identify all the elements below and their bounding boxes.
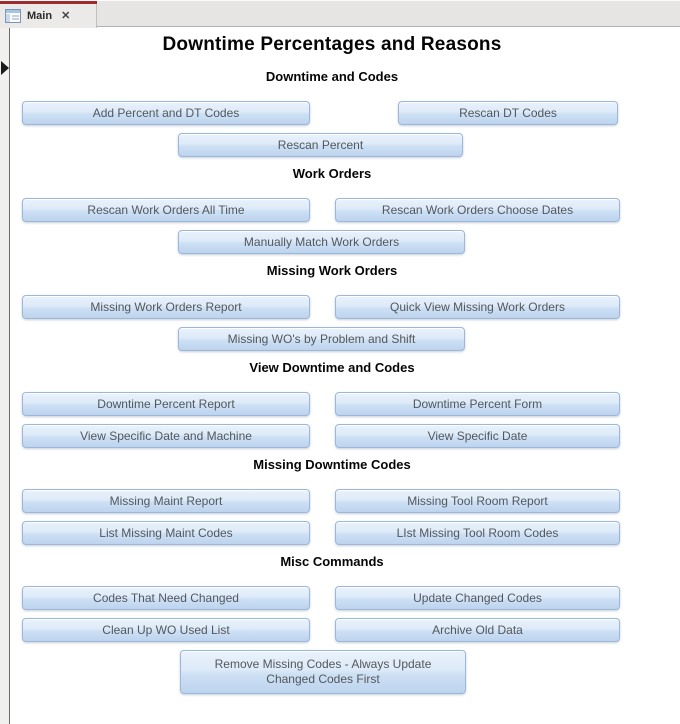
- section-header-missing-work-orders: Missing Work Orders: [266, 263, 398, 278]
- quick-view-missing-work-orders-button[interactable]: Quick View Missing Work Orders: [335, 295, 620, 319]
- rescan-work-orders-all-time-button[interactable]: Rescan Work Orders All Time: [22, 198, 310, 222]
- record-selector-bar[interactable]: [0, 28, 10, 724]
- view-specific-date-and-machine-button[interactable]: View Specific Date and Machine: [22, 424, 310, 448]
- rescan-dt-codes-button[interactable]: Rescan DT Codes: [398, 101, 618, 125]
- section-header-work-orders: Work Orders: [292, 166, 372, 181]
- document-tab-bar: Main ✕: [0, 0, 680, 28]
- list-missing-maint-codes-button[interactable]: List Missing Maint Codes: [22, 521, 310, 545]
- page-title: Downtime Percentages and Reasons: [162, 34, 502, 55]
- rescan-percent-button[interactable]: Rescan Percent: [178, 133, 463, 157]
- section-header-view-downtime-and-codes: View Downtime and Codes: [249, 360, 415, 375]
- active-tab-accent-line: [0, 1, 97, 4]
- clean-up-wo-used-list-button[interactable]: Clean Up WO Used List: [22, 618, 310, 642]
- update-changed-codes-button[interactable]: Update Changed Codes: [335, 586, 620, 610]
- missing-tool-room-report-button[interactable]: Missing Tool Room Report: [335, 489, 620, 513]
- downtime-percent-report-button[interactable]: Downtime Percent Report: [22, 392, 310, 416]
- section-header-downtime-and-codes: Downtime and Codes: [265, 69, 399, 84]
- list-missing-tool-room-codes-button[interactable]: LIst Missing Tool Room Codes: [335, 521, 620, 545]
- manually-match-work-orders-button[interactable]: Manually Match Work Orders: [178, 230, 465, 254]
- downtime-percent-form-button[interactable]: Downtime Percent Form: [335, 392, 620, 416]
- form-icon: [5, 9, 21, 23]
- tab-close-icon[interactable]: ✕: [61, 9, 71, 22]
- rescan-work-orders-choose-dates-button[interactable]: Rescan Work Orders Choose Dates: [335, 198, 620, 222]
- view-specific-date-button[interactable]: View Specific Date: [335, 424, 620, 448]
- tab-main-label: Main: [27, 10, 53, 22]
- archive-old-data-button[interactable]: Archive Old Data: [335, 618, 620, 642]
- missing-wos-by-problem-and-shift-button[interactable]: Missing WO's by Problem and Shift: [178, 327, 465, 351]
- add-percent-and-dt-codes-button[interactable]: Add Percent and DT Codes: [22, 101, 310, 125]
- remove-missing-codes-button[interactable]: Remove Missing Codes - Always Update Cha…: [180, 650, 466, 694]
- section-header-misc-commands: Misc Commands: [280, 554, 384, 569]
- codes-that-need-changed-button[interactable]: Codes That Need Changed: [22, 586, 310, 610]
- tab-main[interactable]: Main ✕: [0, 4, 97, 28]
- missing-work-orders-report-button[interactable]: Missing Work Orders Report: [22, 295, 310, 319]
- main-form: Downtime Percentages and Reasons Downtim…: [12, 28, 680, 724]
- missing-maint-report-button[interactable]: Missing Maint Report: [22, 489, 310, 513]
- record-selector-arrow-icon: [1, 61, 9, 75]
- section-header-missing-downtime-codes: Missing Downtime Codes: [253, 457, 411, 472]
